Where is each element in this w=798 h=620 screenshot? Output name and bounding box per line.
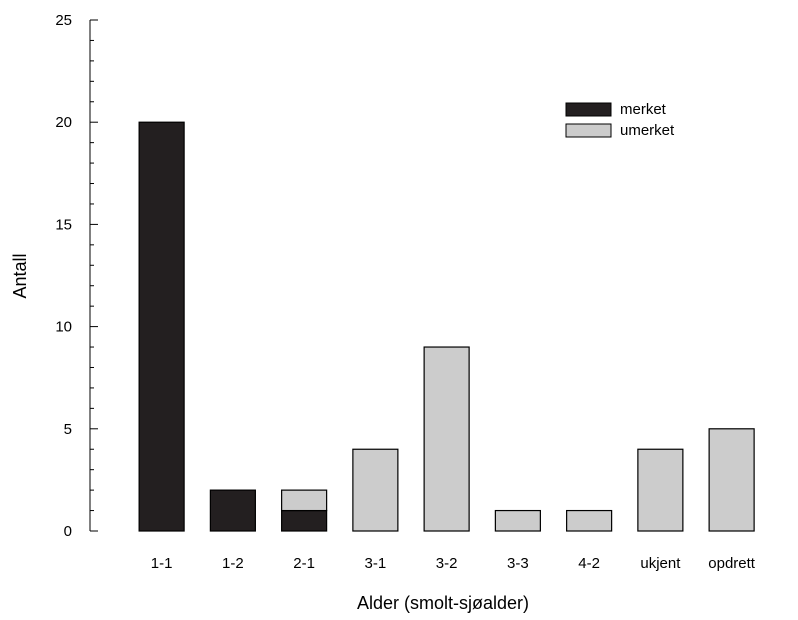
y-tick-label: 25 [55, 12, 72, 29]
x-tick-label: ukjent [640, 555, 681, 572]
bar-umerket-ukjent [637, 448, 684, 532]
bar-merket-1-2 [209, 489, 256, 532]
y-tick-label: 15 [55, 216, 72, 233]
x-tick-label: 1-2 [222, 555, 244, 572]
y-tick-label: 5 [64, 421, 72, 438]
legend: merket umerket [565, 101, 675, 139]
y-axis-title: Antall [10, 253, 30, 298]
legend-label-umerket: umerket [620, 122, 675, 139]
bar-umerket-opdrett [708, 428, 755, 532]
x-tick-label: 4-2 [578, 555, 600, 572]
x-tick-label: 3-2 [436, 555, 458, 572]
y-tick-label: 20 [55, 114, 72, 131]
legend-label-merket: merket [620, 101, 667, 118]
bar-merket-1-1 [138, 121, 185, 532]
x-tick-label: opdrett [708, 555, 756, 572]
bar-umerket-3-1 [352, 448, 399, 532]
bar-merket-2-1 [281, 509, 328, 532]
legend-swatch-umerket [565, 123, 612, 138]
x-tick-label: 2-1 [293, 555, 315, 572]
x-tick-label: 1-1 [151, 555, 173, 572]
x-tick-label: 3-3 [507, 555, 529, 572]
bar-umerket-3-3 [494, 509, 541, 532]
y-tick-label: 10 [55, 319, 72, 336]
axes-layer: 0 5 10 15 20 25 1-1 1-2 2-1 3-1 3-2 3-3 4-2 ukjent opd… [55, 12, 755, 572]
bar-umerket-2-1 [281, 489, 328, 512]
bar-umerket-4-2 [566, 509, 613, 532]
x-axis-title: Alder (smolt-sjøalder) [357, 593, 529, 613]
x-tick-label: 3-1 [365, 555, 387, 572]
legend-swatch-merket [565, 102, 612, 117]
bars-layer [138, 121, 755, 532]
y-tick-label: 0 [64, 523, 72, 540]
bar-umerket-3-2 [423, 346, 470, 532]
